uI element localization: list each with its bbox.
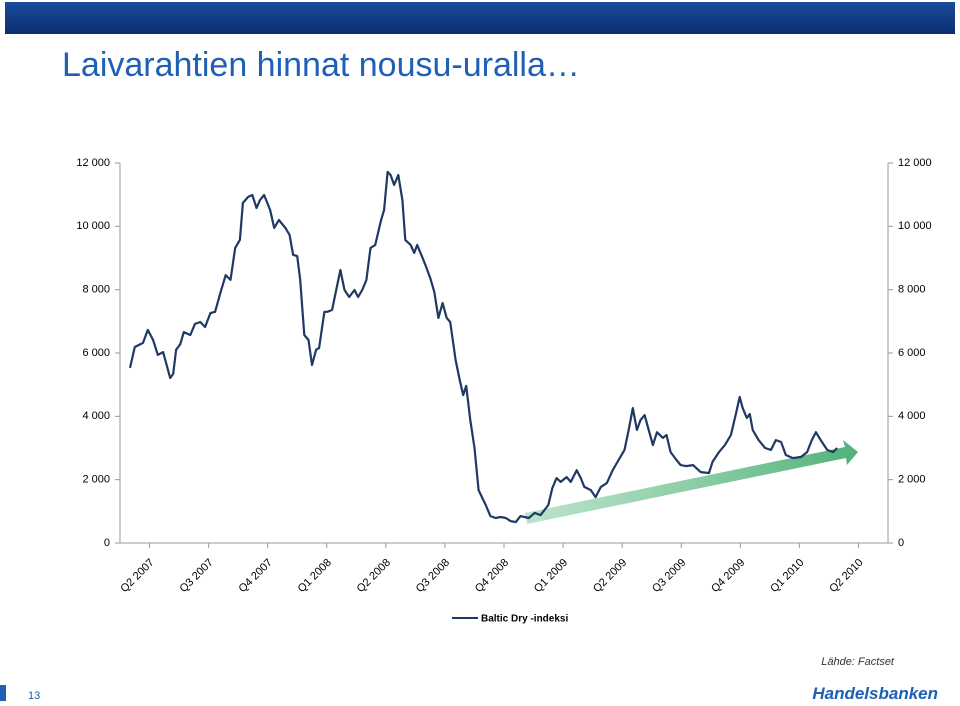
y-tick-label: 2 000 xyxy=(82,474,110,486)
slide-title: Laivarahtien hinnat nousu-uralla… xyxy=(62,46,580,84)
y-tick-label: 12 000 xyxy=(76,157,110,169)
y-tick-label: 4 000 xyxy=(82,410,110,422)
source: Lähde: Factset xyxy=(821,656,895,668)
series-line xyxy=(128,170,838,524)
y2-tick-label: 12 000 xyxy=(898,157,932,169)
y-tick-label: 10 000 xyxy=(76,220,110,232)
page-number: 13 xyxy=(28,690,40,701)
y-tick-label: 0 xyxy=(104,537,110,549)
y-tick-label: 6 000 xyxy=(82,347,110,359)
y2-tick-label: 4 000 xyxy=(898,410,926,422)
trend-arrow xyxy=(525,440,858,524)
y2-tick-label: 10 000 xyxy=(898,220,932,232)
y2-tick-label: 0 xyxy=(898,537,904,549)
y2-tick-label: 2 000 xyxy=(898,474,926,486)
y2-tick-label: 6 000 xyxy=(898,347,926,359)
page-marker xyxy=(0,685,6,701)
y2-tick-label: 8 000 xyxy=(898,284,926,296)
legend-label: Baltic Dry -indeksi xyxy=(481,614,568,625)
logo: Handelsbanken xyxy=(812,684,938,701)
y-tick-label: 8 000 xyxy=(82,284,110,296)
header-band xyxy=(5,2,955,34)
